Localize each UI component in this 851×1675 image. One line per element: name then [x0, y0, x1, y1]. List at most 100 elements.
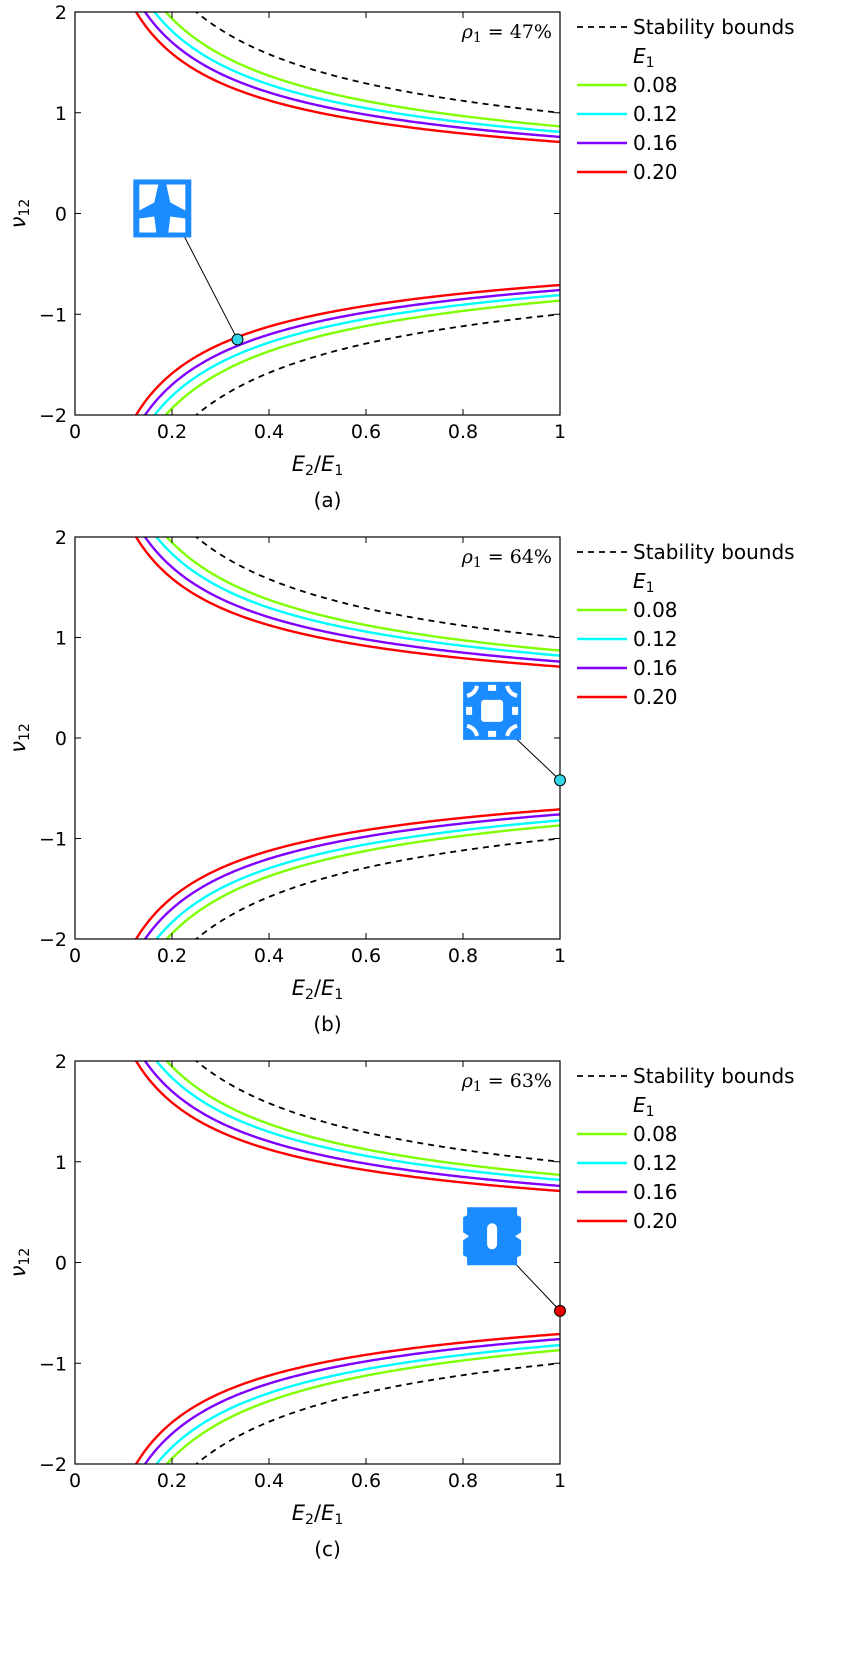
y-axis-label-symbol: ν	[6, 1265, 30, 1277]
y-tick-label: 1	[55, 103, 67, 125]
series-line-2-lower	[154, 819, 560, 939]
legend-entry-label: 0.20	[633, 160, 678, 184]
legend-entry-label: Stability bounds	[633, 15, 795, 39]
y-axis-label-symbol: ν	[6, 741, 30, 753]
series-line-2-lower	[153, 293, 560, 415]
y-tick-label: 0	[55, 1253, 67, 1275]
legend-entry-label: 0.16	[633, 656, 678, 680]
y-tick-label: −1	[39, 304, 67, 326]
x-tick-label: 0.6	[351, 945, 381, 967]
y-tick-label: −1	[39, 1353, 67, 1375]
density-symbol: ρ	[461, 21, 474, 43]
legend: Stability bounds 0.08 0.12 0.16 0.20 E1	[577, 540, 795, 709]
series-group	[134, 537, 560, 939]
x-tick-label: 0	[69, 1470, 81, 1492]
x-axis-label-part: E	[321, 1501, 335, 1525]
density-annotation: ρ1 = 47%	[461, 21, 552, 46]
y-axis-label-sub: 12	[17, 723, 33, 741]
series-line-0-lower	[194, 1362, 560, 1464]
x-tick-label: 0.4	[254, 945, 284, 967]
legend-entry-label: 0.12	[633, 627, 678, 651]
inset-leader-line	[511, 1259, 561, 1312]
series-line-4-lower	[134, 1332, 560, 1464]
legend-title-sub: 1	[646, 580, 655, 596]
y-tick-label: 1	[55, 1152, 67, 1174]
x-axis-label-part: 1	[334, 463, 343, 479]
y-tick-label: −2	[39, 405, 67, 427]
x-tick-label: 0	[69, 421, 81, 443]
series-line-0-lower	[194, 313, 560, 415]
series-line-1-upper	[164, 12, 560, 128]
series-line-4-lower	[134, 808, 560, 939]
x-tick-label: 0.6	[351, 1470, 381, 1492]
legend-entry-label: Stability bounds	[633, 1064, 795, 1088]
y-tick-label: −2	[39, 929, 67, 951]
series-line-2-upper	[153, 12, 560, 134]
y-axis-label: ν12	[6, 723, 33, 753]
legend-entry-label: 0.08	[633, 73, 678, 97]
inset-void	[166, 184, 186, 211]
series-line-3-lower	[143, 1337, 560, 1464]
x-axis-label-part: E	[321, 976, 335, 1000]
y-tick-label: 2	[55, 527, 67, 549]
x-axis-label-part: E	[292, 976, 306, 1000]
inset-void	[466, 723, 480, 737]
x-axis-label-part: 1	[334, 987, 343, 1003]
x-axis-label-part: E	[321, 452, 335, 476]
x-tick-label: 1	[554, 945, 566, 967]
series-line-1-lower	[164, 299, 560, 415]
x-axis-label-part: E	[292, 1501, 306, 1525]
legend-title-symbol: E	[633, 44, 646, 68]
y-tick-label: 2	[55, 1051, 67, 1073]
density-sub: 1	[473, 30, 482, 46]
x-axis-label-part: 2	[305, 987, 314, 1003]
x-axis-label: E2/E1	[292, 1501, 343, 1528]
x-axis-label: E2/E1	[292, 452, 343, 479]
y-axis-label: ν12	[6, 199, 33, 229]
density-annotation: ρ1 = 63%	[461, 1070, 552, 1095]
inset-void	[512, 706, 519, 715]
x-axis-label-part: /	[314, 452, 322, 476]
inset-leader-line	[181, 232, 238, 340]
inset-void	[466, 685, 480, 698]
density-symbol: ρ	[461, 1070, 474, 1092]
x-axis-label-part: 2	[305, 1512, 314, 1528]
inset-void	[481, 699, 504, 722]
y-tick-label: 0	[55, 728, 67, 750]
series-line-0-lower	[194, 837, 560, 939]
legend: Stability bounds 0.08 0.12 0.16 0.20 E1	[577, 15, 795, 184]
density-sub: 1	[473, 1079, 482, 1095]
inset-unit-cell	[133, 179, 192, 238]
design-point-marker	[231, 333, 244, 346]
legend-entry-label: Stability bounds	[633, 540, 795, 564]
x-tick-label: 0.8	[448, 945, 478, 967]
inset-void	[505, 723, 518, 737]
y-tick-label: 2	[55, 2, 67, 24]
y-axis-label-sub: 12	[17, 199, 33, 217]
y-tick-label: 0	[55, 204, 67, 226]
series-line-4-upper	[134, 1061, 560, 1193]
y-axis-label: ν12	[6, 1248, 33, 1278]
legend-title-sub: 1	[646, 55, 655, 71]
x-tick-label: 0.2	[157, 945, 187, 967]
series-line-0-upper	[194, 1061, 560, 1163]
series-line-3-upper	[143, 537, 560, 663]
inset-unit-cell	[463, 1207, 522, 1266]
inset-void	[505, 685, 518, 698]
series-line-2-upper	[154, 1061, 560, 1182]
inset-void	[466, 706, 473, 715]
legend-title: E1	[633, 1093, 655, 1120]
inset-void	[139, 184, 159, 211]
series-line-2-lower	[154, 1343, 560, 1464]
density-symbol: ρ	[461, 546, 474, 568]
series-group	[134, 12, 560, 415]
series-line-3-upper	[143, 12, 560, 139]
legend-entry-label: 0.16	[633, 1180, 678, 1204]
density-value: = 63%	[488, 1070, 552, 1092]
series-line-3-lower	[143, 288, 560, 415]
inset-void	[488, 684, 497, 691]
legend: Stability bounds 0.08 0.12 0.16 0.20 E1	[577, 1064, 795, 1233]
legend-title: E1	[633, 44, 655, 71]
x-tick-label: 1	[554, 1470, 566, 1492]
